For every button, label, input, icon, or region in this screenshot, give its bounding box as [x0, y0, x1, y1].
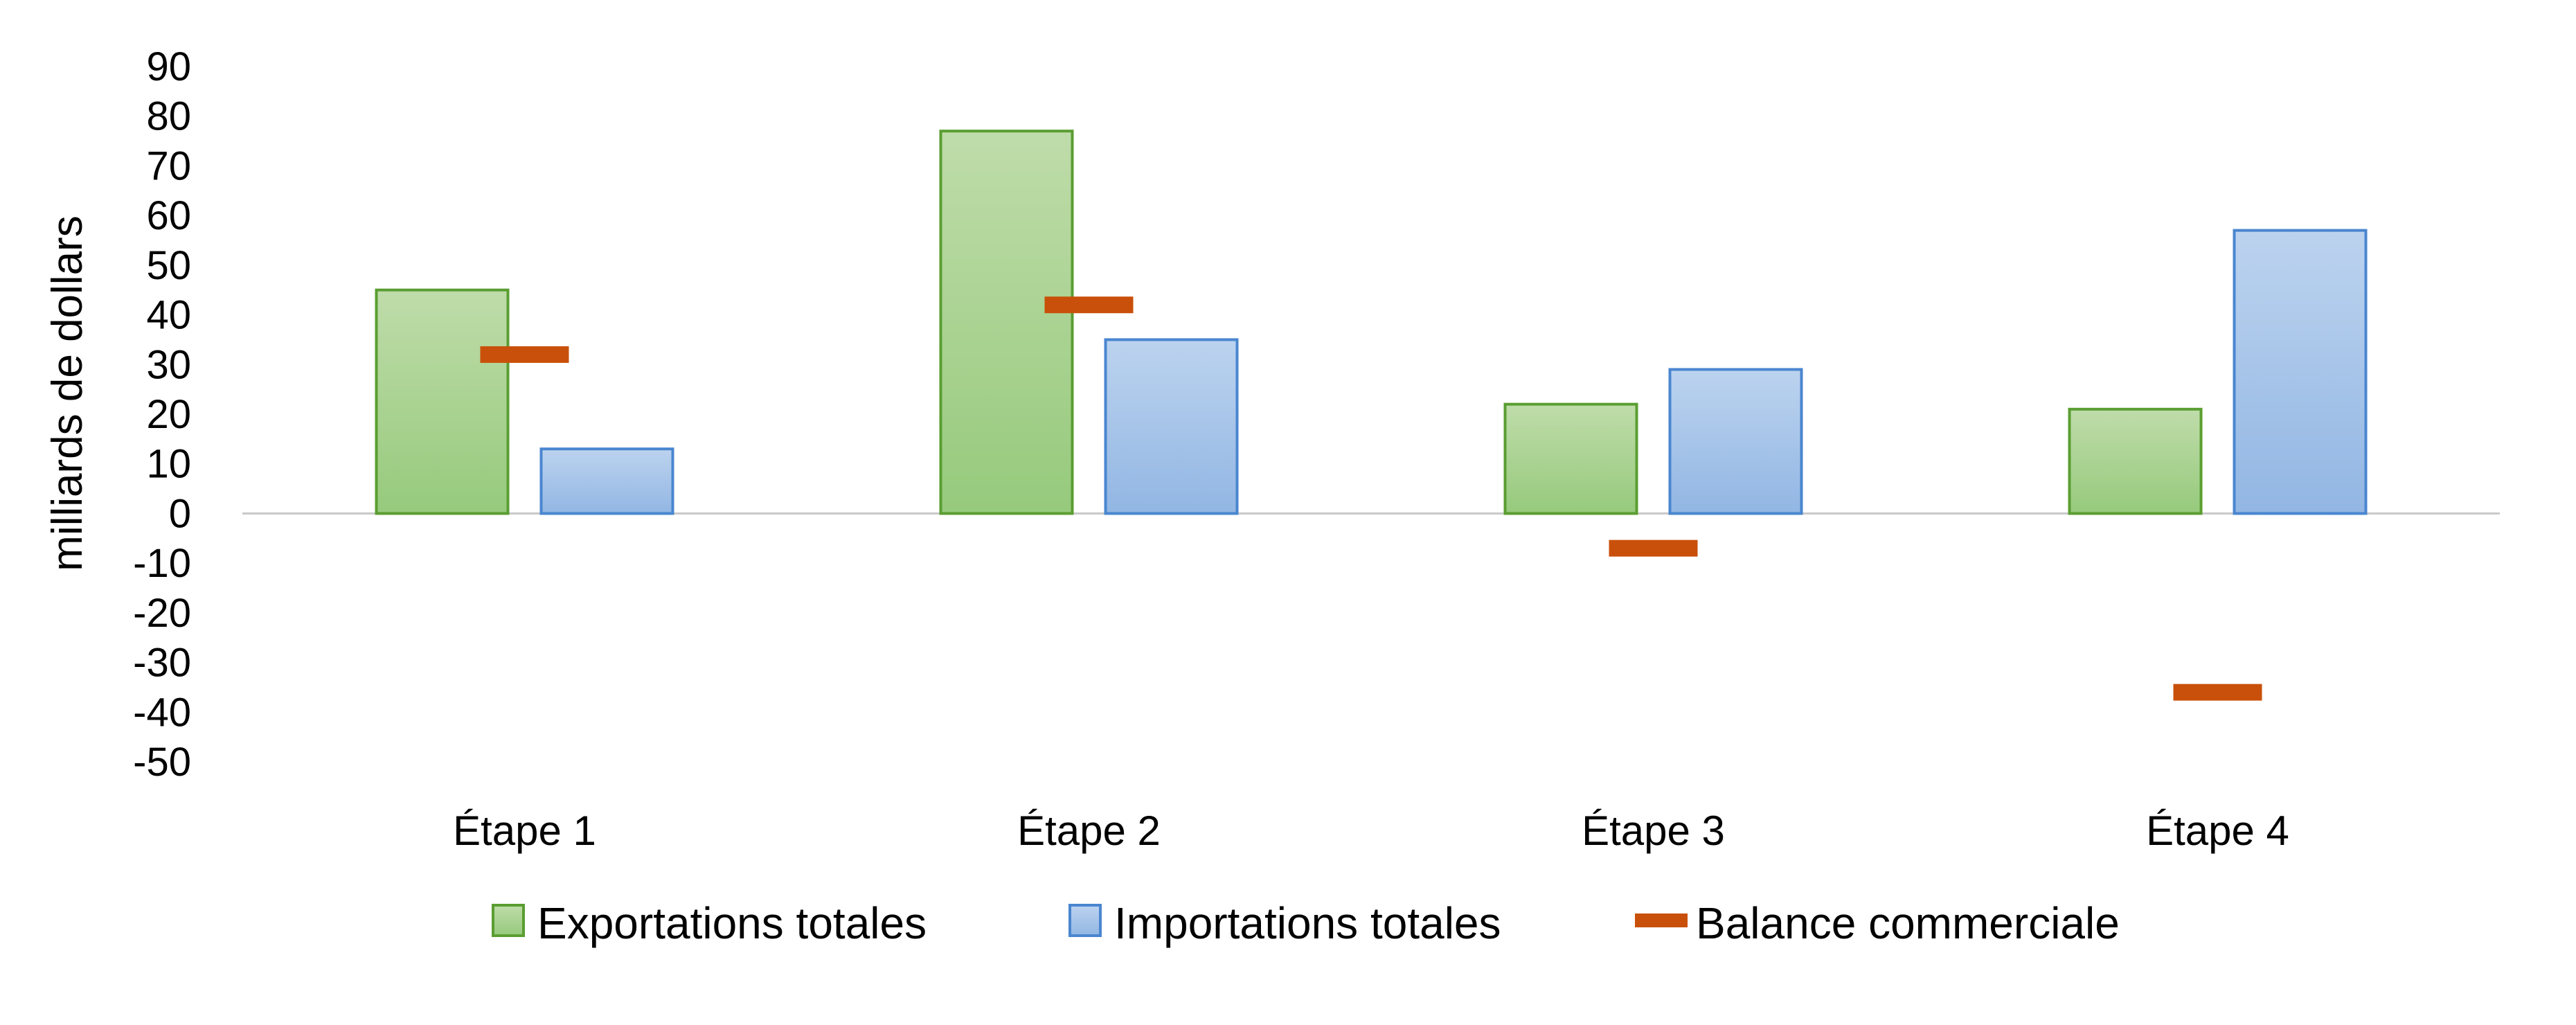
legend-swatch [492, 904, 525, 937]
legend-swatch [1068, 904, 1102, 937]
import-bar [1104, 338, 1239, 515]
y-tick-label: 40 [146, 293, 191, 338]
x-category-label: Étape 4 [2146, 808, 2289, 854]
balance-markers-layer [480, 296, 2262, 701]
balance-marker [1044, 296, 1134, 314]
y-tick-label: 30 [146, 342, 191, 387]
y-tick-label: -30 [133, 641, 191, 686]
x-axis-categories: Étape 1 Étape 2 Étape 3 Étape 4 [453, 808, 2289, 854]
y-tick-label: 50 [146, 243, 191, 288]
legend-swatch [1635, 913, 1688, 927]
x-category-label: Étape 3 [1582, 808, 1725, 854]
import-bar [539, 447, 674, 515]
y-tick-label: 20 [146, 392, 191, 437]
balance-marker [480, 346, 569, 363]
y-tick-label: -40 [133, 690, 191, 735]
legend-label: Balance commerciale [1696, 898, 2120, 948]
bars-layer [375, 130, 2368, 515]
legend-label: Importations totales [1114, 898, 1501, 948]
balance-marker [2173, 684, 2262, 701]
export-bar [375, 288, 510, 515]
y-tick-label: -10 [133, 541, 191, 586]
x-category-label: Étape 1 [453, 808, 596, 854]
y-tick-label: 60 [146, 193, 191, 238]
import-bar [2233, 229, 2368, 515]
x-category-label: Étape 2 [1017, 808, 1161, 854]
y-tick-label: 10 [146, 442, 191, 487]
import-bar [1668, 368, 1803, 515]
y-tick-label: 80 [146, 94, 191, 139]
legend: Exportations totales Importations totales… [492, 898, 2120, 948]
export-bar [1503, 402, 1638, 515]
y-axis-title: milliards de dollars [44, 215, 91, 571]
balance-marker [1609, 540, 1698, 557]
export-bar [939, 130, 1074, 515]
y-tick-label: 70 [146, 143, 191, 188]
y-tick-label: -20 [133, 591, 191, 636]
y-tick-label: 90 [146, 44, 191, 89]
legend-label: Exportations totales [537, 898, 927, 948]
y-tick-label: 0 [169, 491, 191, 536]
y-tick-label: -50 [133, 740, 191, 785]
export-bar [2068, 407, 2203, 515]
